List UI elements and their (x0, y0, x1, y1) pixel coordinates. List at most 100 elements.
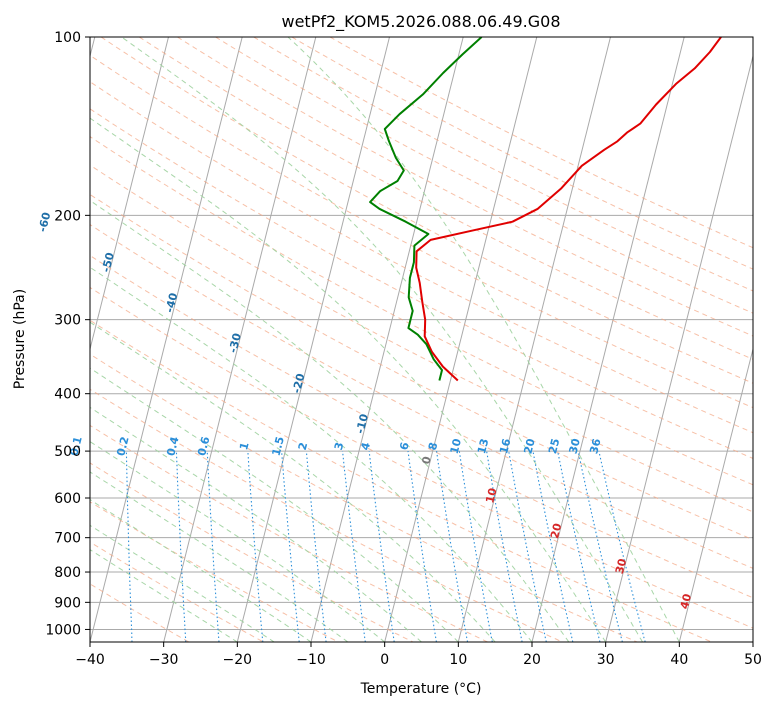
x-tick-label: 40 (670, 652, 688, 668)
isotherm-line (752, 639, 753, 642)
upper-isotherm-label: -60 (36, 211, 54, 234)
mixing-ratio-label: 0.6 (195, 435, 212, 457)
mixing-ratio-line (407, 451, 437, 642)
mixing-ratio-label: 6 (397, 441, 412, 452)
mixing-ratio-line (458, 451, 493, 642)
dry-adiabat-line (138, 37, 753, 360)
isotherm-line (163, 37, 317, 642)
moist-adiabat-line (90, 440, 385, 642)
plot-labels: 0.10.20.40.611.52346810131620253036-100-… (36, 211, 694, 611)
mixing-ratio-line (247, 451, 264, 642)
isotherm-line (310, 37, 464, 642)
y-tick-label: 100 (54, 30, 81, 46)
mixing-ratio-label: 25 (546, 437, 562, 455)
moist-adiabat-line (90, 321, 496, 642)
dry-adiabat-line (90, 223, 753, 569)
mixing-ratio-line (508, 451, 547, 642)
lower-isotherm-label: 20 (548, 522, 564, 540)
x-tick-label: −20 (223, 652, 253, 668)
mixing-ratio-label: 16 (497, 437, 513, 455)
dry-adiabat-line (90, 81, 753, 434)
plot-area (90, 37, 753, 642)
lower-isotherm-label: 40 (678, 592, 694, 610)
mixing-ratio-label: 13 (475, 437, 491, 455)
dry-adiabat-line (90, 136, 753, 486)
y-tick-label: 900 (54, 595, 81, 611)
lower-isotherm-label: 30 (613, 557, 629, 575)
x-tick-label: 0 (380, 652, 389, 668)
y-tick-label: 800 (54, 565, 81, 581)
mixing-ratio-label: 1 (237, 441, 251, 452)
upper-isotherm-label: -20 (290, 372, 308, 395)
moist-adiabat-line (287, 37, 680, 642)
isotherm-line (90, 37, 243, 642)
x-axis-title: Temperature (°C) (360, 681, 482, 697)
mixing-ratio-label: 2 (296, 441, 310, 452)
mixing-ratio-line (557, 450, 601, 642)
mixing-ratio-line (341, 451, 366, 642)
dry-adiabat-line (90, 254, 753, 599)
moist-adiabat-line (90, 266, 533, 642)
lower-isotherm-label: 0 (419, 455, 434, 466)
mixing-ratio-label: 30 (567, 437, 583, 455)
dry-adiabat-line (90, 353, 638, 642)
x-tick-label: 20 (523, 652, 541, 668)
mixing-ratio-line (305, 451, 327, 642)
dry-adiabat-line (215, 37, 753, 314)
dry-adiabat-line (90, 462, 414, 642)
isotherm-line (457, 37, 611, 642)
isotherm-line (605, 54, 753, 642)
isotherm-line (384, 37, 538, 642)
y-tick-label: 600 (54, 491, 81, 507)
dry-adiabat-line (90, 319, 712, 642)
mixing-ratio-label: 36 (587, 437, 603, 455)
plot-frame (89, 36, 754, 643)
mixing-ratio-label: 0.4 (164, 435, 181, 457)
mixing-ratio-label: 20 (521, 437, 537, 455)
y-tick-label: 200 (54, 208, 81, 224)
mixing-ratio-line (598, 450, 646, 642)
x-tick-label: 30 (597, 652, 615, 668)
dry-adiabat-line (90, 286, 753, 629)
mixing-ratio-line (532, 451, 574, 642)
x-tick-label: −10 (296, 652, 326, 668)
mixing-ratio-label: 3 (332, 441, 346, 452)
mixing-ratio-line (206, 451, 220, 642)
dry-adiabat-line (177, 37, 753, 337)
isotherm-line (236, 37, 390, 642)
isotherm-line (531, 37, 685, 642)
dry-adiabat-line (90, 54, 753, 409)
x-tick-label: −30 (149, 652, 179, 668)
lower-isotherm-label: 10 (483, 486, 499, 504)
mixing-ratio-label: 10 (448, 437, 464, 455)
mixing-ratio-line (368, 451, 395, 642)
mixing-ratio-line (436, 451, 469, 642)
dry-adiabat-line (90, 193, 753, 541)
mixing-ratio-label: 1.5 (270, 435, 287, 457)
isotherm-line (90, 37, 169, 352)
mixing-ratio-label: 4 (359, 441, 374, 452)
moist-adiabat-line (90, 117, 607, 642)
dry-adiabat-line (90, 108, 753, 459)
moist-adiabat-line (90, 498, 312, 642)
x-tick-label: 10 (449, 652, 467, 668)
dry-adiabat-line (100, 37, 753, 384)
upper-isotherm-label: -10 (354, 412, 372, 435)
mixing-ratio-label: 0.1 (67, 435, 84, 457)
x-tick-label: 50 (744, 652, 762, 668)
dry-adiabat-line (90, 424, 488, 642)
upper-isotherm-label: -50 (99, 251, 117, 274)
y-axis-title: Pressure (hPa) (12, 289, 28, 389)
y-tick-label: 300 (54, 313, 81, 329)
dry-adiabat-line (90, 501, 339, 642)
moist-adiabat-line (90, 549, 238, 642)
moist-adiabat-line (90, 367, 459, 642)
moist-adiabat-line (121, 37, 643, 642)
mixing-ratio-line (175, 451, 187, 642)
isotherm-line (678, 346, 753, 642)
mixing-ratio-label: 8 (426, 441, 440, 452)
y-tick-label: 1000 (45, 622, 81, 638)
dewpoint-trace (369, 37, 483, 381)
axes: −40 −30 −20 −10 0 10 20 30 40 5010020030040050060… (45, 30, 762, 668)
